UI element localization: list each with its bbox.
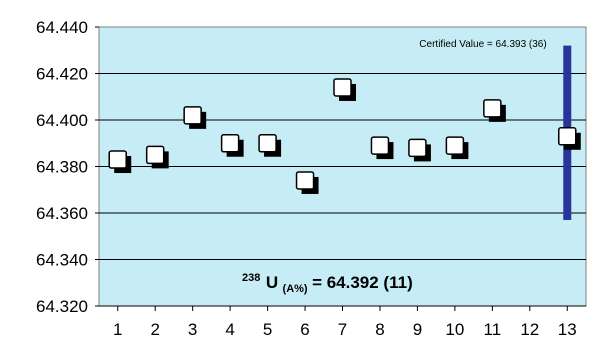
y-tick-label: 64.360 <box>36 204 88 223</box>
y-tick-label: 64.380 <box>36 158 88 177</box>
data-point <box>558 127 581 150</box>
data-point-marker <box>333 78 352 97</box>
data-point-marker <box>220 134 240 153</box>
x-tick-label: 12 <box>520 320 539 339</box>
data-point-marker <box>370 136 390 155</box>
data-point <box>108 150 132 174</box>
data-point <box>483 99 506 122</box>
y-tick-label: 64.400 <box>36 111 88 130</box>
data-point-marker <box>558 127 577 146</box>
x-axis-tick-labels: 1 2 3 4 5 6 7 8 9 10 11 12 13 <box>113 306 577 339</box>
y-tick-label: 64.420 <box>36 65 88 84</box>
result-subscript: (A%) <box>283 283 308 295</box>
y-tick-label: 64.320 <box>36 297 88 316</box>
data-point <box>220 134 244 157</box>
data-point <box>370 136 394 160</box>
y-axis-tick-labels: 64.440 64.420 64.400 64.380 64.360 64.340 64.3… <box>36 18 99 316</box>
data-point-marker <box>258 134 277 153</box>
data-point <box>408 138 431 162</box>
data-point <box>183 106 207 129</box>
data-point-marker <box>183 106 202 125</box>
data-points <box>108 78 581 194</box>
x-tick-label: 4 <box>225 320 234 339</box>
y-tick-label: 64.340 <box>36 251 88 270</box>
data-point-marker <box>483 99 502 118</box>
data-point <box>258 134 282 157</box>
data-point-marker <box>295 171 315 190</box>
x-tick-label: 8 <box>375 320 384 339</box>
data-point <box>145 145 169 169</box>
y-tick-label: 64.440 <box>36 18 88 37</box>
x-tick-label: 2 <box>150 320 159 339</box>
x-tick-label: 3 <box>188 320 197 339</box>
result-superscript: 238 <box>242 272 260 284</box>
x-tick-label: 13 <box>558 320 577 339</box>
result-value: = 64.392 (11) <box>312 273 413 292</box>
result-symbol: U <box>266 273 278 292</box>
x-tick-label: 6 <box>300 320 309 339</box>
data-point <box>445 136 469 160</box>
x-tick-label: 1 <box>113 320 122 339</box>
x-tick-label: 11 <box>484 320 502 339</box>
data-point-marker <box>408 138 427 158</box>
data-point <box>295 171 319 194</box>
data-point-marker <box>445 136 465 155</box>
x-tick-label: 9 <box>413 320 422 339</box>
data-point <box>333 78 356 101</box>
x-tick-label: 10 <box>445 320 464 339</box>
data-point-marker <box>108 150 127 169</box>
x-tick-label: 5 <box>263 320 272 339</box>
result-annotation: 238 U (A%) = 64.392 (11) <box>242 268 413 296</box>
certified-value-annotation: Certified Value = 64.393 (36) <box>419 39 546 50</box>
x-tick-label: 7 <box>338 320 347 339</box>
data-point-marker <box>145 145 165 165</box>
